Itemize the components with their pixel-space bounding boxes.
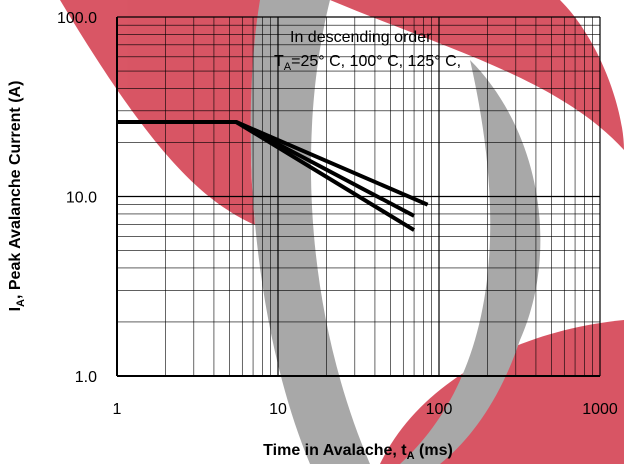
annotation-text: T	[274, 53, 284, 70]
label-sub: A	[15, 299, 27, 307]
x-axis-label: Time in Avalache, tA (ms)	[263, 442, 453, 462]
series-line	[117, 120, 416, 232]
y-tick-label: 10.0	[66, 190, 97, 207]
x-tick-label: 100	[426, 401, 453, 418]
y-axis-label: IA, Peak Avalanche Current (A)	[7, 81, 27, 312]
watermark-shape	[330, 0, 624, 150]
label-text: (ms)	[415, 442, 453, 459]
x-tick-label: 1000	[582, 401, 618, 418]
watermark-shape	[250, 0, 370, 464]
label-sub: A	[407, 450, 415, 462]
annotation-sub: A	[284, 61, 292, 73]
annotation-line: In descending order	[290, 29, 432, 46]
annotation-text: =25° C, 100° C, 125° C,	[291, 53, 461, 70]
x-tick-label: 10	[269, 401, 287, 418]
label-text: I	[7, 307, 24, 311]
label-text: Time in Avalache, t	[263, 442, 407, 459]
y-tick-label: 1.0	[75, 369, 97, 386]
plot-area	[116, 16, 601, 377]
annotation-line: TA=25° C, 100° C, 125° C,	[274, 53, 461, 73]
label-text: , Peak Avalanche Current (A)	[7, 81, 24, 299]
watermark-shape	[400, 60, 541, 464]
x-tick-label: 1	[113, 401, 122, 418]
y-tick-label: 100.0	[57, 10, 97, 27]
watermark	[60, 0, 624, 464]
watermark-shape	[60, 0, 300, 225]
